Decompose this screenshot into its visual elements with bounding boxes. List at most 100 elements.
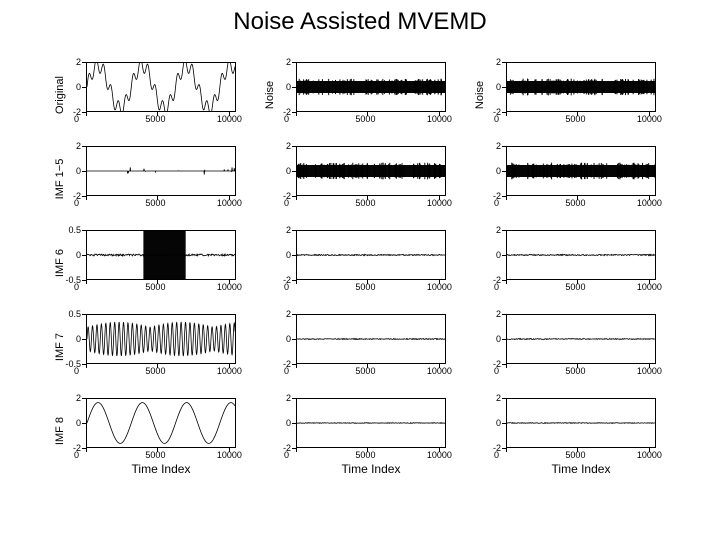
subplot-r2-c2: -2020500010000 (480, 228, 660, 298)
subplot-r0-c0: -2020500010000Original (60, 60, 240, 130)
xtick-label: 5000 (145, 114, 165, 124)
x-axis-label: Time Index (86, 462, 236, 476)
ytick-label: 0.5 (68, 225, 81, 235)
xtick-label: 0 (494, 198, 499, 208)
ytick-label: 2 (286, 225, 291, 235)
subplot-r1-c0: -2020500010000IMF 1−5 (60, 144, 240, 214)
ytick-label: 0 (286, 82, 291, 92)
ytick-label: 0 (496, 334, 501, 344)
plot-area (296, 398, 446, 448)
xtick-label: 10000 (427, 450, 452, 460)
xtick-label: 10000 (427, 282, 452, 292)
xtick-label: 5000 (565, 198, 585, 208)
ytick-label: 2 (496, 141, 501, 151)
plot-area (506, 398, 656, 448)
series (297, 147, 445, 195)
xtick-label: 5000 (355, 450, 375, 460)
xtick-label: 0 (284, 366, 289, 376)
xtick-label: 10000 (637, 282, 662, 292)
series (507, 231, 655, 279)
plot-area (86, 146, 236, 196)
ytick-label: 0 (496, 82, 501, 92)
subplot-r4-c1: -2020500010000Time Index (270, 396, 450, 466)
xtick-label: 5000 (565, 114, 585, 124)
ytick-label: 0 (286, 418, 291, 428)
series (507, 63, 655, 111)
plot-area (296, 314, 446, 364)
xtick-label: 10000 (217, 114, 242, 124)
ytick-label: 2 (76, 141, 81, 151)
series (507, 147, 655, 195)
series (297, 231, 445, 279)
xtick-label: 0 (74, 450, 79, 460)
xtick-label: 5000 (355, 282, 375, 292)
col-top-label: Noise (474, 65, 486, 125)
x-axis-label: Time Index (296, 462, 446, 476)
ytick-label: 0 (76, 166, 81, 176)
subplot-r4-c0: -2020500010000IMF 8Time Index (60, 396, 240, 466)
series (87, 231, 235, 279)
ytick-label: 2 (286, 57, 291, 67)
xtick-label: 5000 (145, 198, 165, 208)
row-label: IMF 7 (54, 317, 66, 377)
ytick-label: 2 (496, 393, 501, 403)
xtick-label: 10000 (217, 366, 242, 376)
xtick-label: 0 (284, 282, 289, 292)
subplot-r3-c1: -2020500010000 (270, 312, 450, 382)
plot-area (506, 62, 656, 112)
series (87, 147, 235, 195)
ytick-label: 0 (76, 82, 81, 92)
row-label: IMF 1−5 (54, 149, 66, 209)
xtick-label: 10000 (637, 366, 662, 376)
plot-area (296, 230, 446, 280)
series (507, 399, 655, 447)
xtick-label: 5000 (355, 114, 375, 124)
ytick-label: 0 (496, 250, 501, 260)
xtick-label: 0 (494, 366, 499, 376)
plot-area (506, 230, 656, 280)
page-title: Noise Assisted MVEMD (0, 8, 720, 36)
xtick-label: 5000 (145, 366, 165, 376)
xtick-label: 10000 (637, 114, 662, 124)
xtick-label: 0 (494, 450, 499, 460)
subplot-r2-c0: -0.500.50500010000IMF 6 (60, 228, 240, 298)
xtick-label: 0 (494, 114, 499, 124)
ytick-label: 0 (286, 250, 291, 260)
subplot-r0-c1: -2020500010000Noise (270, 60, 450, 130)
plot-area (296, 62, 446, 112)
xtick-label: 5000 (565, 366, 585, 376)
row-label: IMF 6 (54, 233, 66, 293)
ytick-label: 2 (496, 57, 501, 67)
xtick-label: 0 (74, 198, 79, 208)
plot-area (86, 314, 236, 364)
plot-area (86, 62, 236, 112)
col-top-label: Noise (264, 65, 276, 125)
xtick-label: 0 (494, 282, 499, 292)
subplot-r1-c1: -2020500010000 (270, 144, 450, 214)
xtick-label: 10000 (427, 114, 452, 124)
row-label: IMF 8 (54, 401, 66, 461)
xtick-label: 10000 (217, 450, 242, 460)
ytick-label: 0.5 (68, 309, 81, 319)
plot-area (86, 230, 236, 280)
ytick-label: 0 (76, 334, 81, 344)
xtick-label: 10000 (217, 282, 242, 292)
xtick-label: 0 (74, 282, 79, 292)
plot-area (296, 146, 446, 196)
ytick-label: 0 (76, 418, 81, 428)
xtick-label: 10000 (427, 198, 452, 208)
subplot-r3-c2: -2020500010000 (480, 312, 660, 382)
subplot-r4-c2: -2020500010000Time Index (480, 396, 660, 466)
xtick-label: 0 (74, 114, 79, 124)
series (507, 315, 655, 363)
xtick-label: 0 (284, 114, 289, 124)
ytick-label: 2 (286, 309, 291, 319)
xtick-label: 5000 (355, 366, 375, 376)
ytick-label: 2 (496, 309, 501, 319)
series (87, 399, 235, 447)
ytick-label: 2 (286, 141, 291, 151)
ytick-label: 0 (286, 334, 291, 344)
plot-area (506, 314, 656, 364)
ytick-label: 2 (496, 225, 501, 235)
xtick-label: 5000 (565, 282, 585, 292)
